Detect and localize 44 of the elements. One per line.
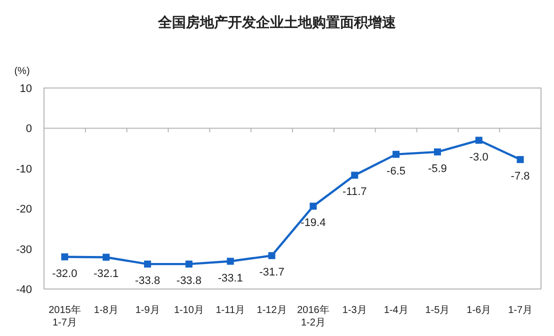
x-tick-label: 1-11月	[216, 305, 246, 316]
x-tick-label: 1-3月	[342, 305, 367, 316]
x-tick-label: 1-12月	[256, 305, 287, 316]
x-tick-label: 1-7月	[508, 305, 533, 316]
y-tick-label: -40	[16, 284, 32, 296]
y-tick-label: 10	[20, 83, 32, 95]
x-tick-label: 1-4月	[384, 305, 408, 316]
point	[102, 254, 110, 261]
x-tick-label: 1-6月	[466, 305, 492, 316]
y-tick-label: -10	[16, 163, 32, 176]
point	[310, 202, 317, 210]
point	[434, 148, 441, 156]
data-label: -3.0	[469, 151, 488, 164]
data-label: -31.7	[259, 266, 284, 279]
data-label: -33.8	[135, 275, 160, 288]
x-tick-label: 2016年 1-2月	[297, 304, 330, 328]
point	[61, 253, 68, 260]
data-label: -19.4	[300, 217, 326, 230]
data-label: -6.5	[386, 165, 406, 178]
point	[475, 136, 482, 144]
x-tick-label: 1-10月	[174, 305, 204, 316]
data-label: -7.8	[510, 170, 530, 183]
data-label: -32.0	[52, 268, 78, 280]
x-tick-label: 2015年 1-7月	[48, 304, 81, 328]
x-tick-label: 1-5月	[425, 305, 450, 316]
data-label: -11.7	[342, 186, 367, 198]
data-label: -32.1	[94, 268, 119, 280]
x-tick-label: 1-8月	[94, 305, 118, 316]
y-axis-title: (%)	[14, 66, 30, 77]
x-tick-label: 1-9月	[135, 305, 160, 316]
point	[351, 172, 358, 179]
point	[516, 156, 524, 164]
data-label: -5.9	[428, 162, 447, 175]
point	[268, 252, 276, 260]
point	[226, 258, 234, 265]
y-tick-label: -30	[16, 244, 32, 256]
data-label: -33.8	[176, 275, 202, 288]
point	[185, 260, 192, 268]
y-tick-label: -20	[16, 204, 32, 216]
chart-title: 全国房地产开发企业土地购置面积增速	[157, 14, 397, 30]
point	[144, 260, 152, 268]
point	[392, 150, 400, 158]
y-tick-label: 0	[26, 123, 32, 136]
data-label: -33.1	[218, 272, 243, 284]
